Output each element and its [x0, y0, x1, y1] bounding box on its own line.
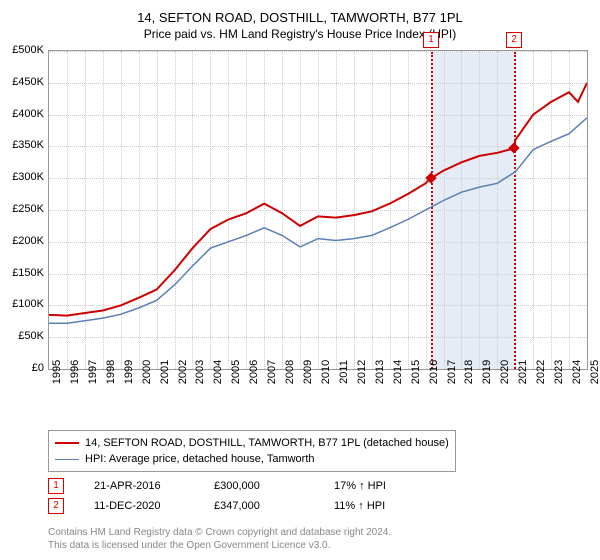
legend-swatch-property	[55, 442, 79, 444]
marker-box-icon: 1	[423, 32, 439, 48]
y-tick-label: £350K	[12, 139, 44, 151]
diff-pct: 17%	[334, 480, 356, 492]
y-tick-label: £50K	[18, 330, 44, 342]
transaction-marker-icon: 2	[48, 498, 64, 514]
transaction-row: 1 21-APR-2016 £300,000 17% HPI	[48, 476, 424, 496]
diff-pct: 11%	[334, 500, 355, 512]
y-tick-label: £150K	[12, 267, 44, 279]
transaction-date: 11-DEC-2020	[94, 500, 184, 512]
y-tick-label: £500K	[12, 44, 44, 56]
transaction-diff: 11% HPI	[334, 500, 424, 512]
container: 14, SEFTON ROAD, DOSTHILL, TAMWORTH, B77…	[0, 0, 600, 560]
title-main: 14, SEFTON ROAD, DOSTHILL, TAMWORTH, B77…	[0, 10, 600, 25]
footer-line-1: Contains HM Land Registry data © Crown c…	[48, 526, 391, 539]
diff-note: HPI	[367, 500, 385, 512]
legend-label-hpi: HPI: Average price, detached house, Tamw…	[85, 453, 315, 465]
legend-row: HPI: Average price, detached house, Tamw…	[55, 451, 449, 467]
transaction-date: 21-APR-2016	[94, 480, 184, 492]
line-series	[49, 51, 587, 369]
y-tick-label: £400K	[12, 108, 44, 120]
transaction-row: 2 11-DEC-2020 £347,000 11% HPI	[48, 496, 424, 516]
legend-swatch-hpi	[55, 459, 79, 460]
plot	[48, 50, 588, 370]
transaction-price: £347,000	[214, 500, 304, 512]
arrow-up-icon	[359, 480, 365, 492]
x-tick-label: 2025	[589, 360, 600, 384]
footer-line-2: This data is licensed under the Open Gov…	[48, 539, 391, 552]
transaction-diff: 17% HPI	[334, 480, 424, 492]
y-tick-label: £200K	[12, 235, 44, 247]
legend-label-property: 14, SEFTON ROAD, DOSTHILL, TAMWORTH, B77…	[85, 437, 449, 449]
y-tick-label: £100K	[12, 298, 44, 310]
y-tick-label: £0	[32, 362, 44, 374]
transaction-price: £300,000	[214, 480, 304, 492]
arrow-up-icon	[358, 500, 364, 512]
y-tick-label: £300K	[12, 171, 44, 183]
chart-area: £0£50K£100K£150K£200K£250K£300K£350K£400…	[48, 50, 588, 390]
marker-box-icon: 2	[506, 32, 522, 48]
legend: 14, SEFTON ROAD, DOSTHILL, TAMWORTH, B77…	[48, 430, 456, 472]
transaction-table: 1 21-APR-2016 £300,000 17% HPI 2 11-DEC-…	[48, 476, 424, 516]
legend-row: 14, SEFTON ROAD, DOSTHILL, TAMWORTH, B77…	[55, 435, 449, 451]
footer: Contains HM Land Registry data © Crown c…	[48, 526, 391, 552]
diff-note: HPI	[368, 480, 386, 492]
y-tick-label: £250K	[12, 203, 44, 215]
y-tick-label: £450K	[12, 76, 44, 88]
transaction-marker-icon: 1	[48, 478, 64, 494]
